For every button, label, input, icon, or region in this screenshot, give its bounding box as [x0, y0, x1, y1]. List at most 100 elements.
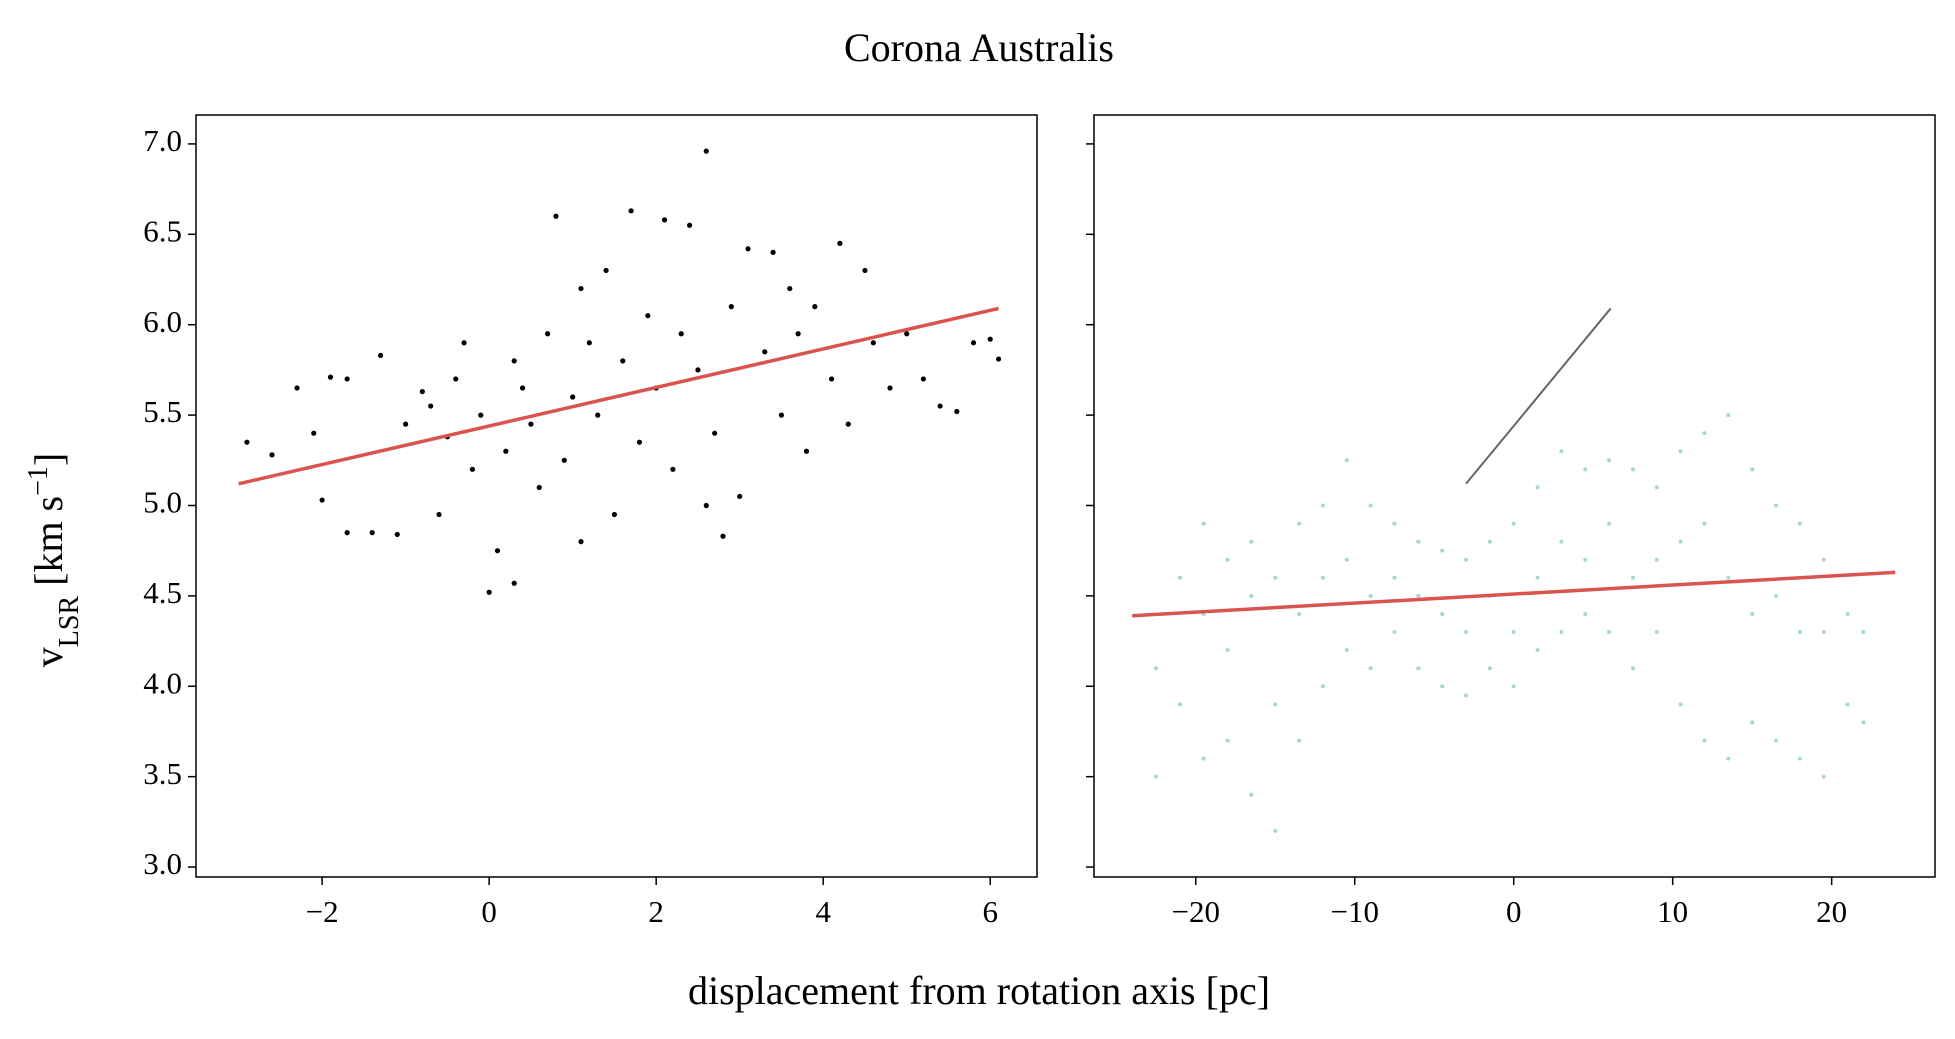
scatter-point	[1797, 756, 1802, 761]
scatter-point	[570, 394, 576, 400]
scatter-point	[511, 358, 517, 364]
scatter-point	[1249, 539, 1254, 544]
x-tick-label: −10	[1330, 894, 1378, 929]
scatter-point	[461, 340, 467, 346]
scatter-point	[1225, 738, 1230, 743]
scatter-point	[1583, 467, 1588, 472]
y-label-part: [km s	[26, 496, 71, 596]
scatter-point	[1607, 630, 1612, 635]
scatter-point	[870, 340, 876, 346]
scatter-point	[1726, 756, 1731, 761]
scatter-point	[828, 376, 835, 382]
scatter-point	[703, 502, 709, 509]
scatter-point	[720, 533, 726, 539]
scatter-point	[1487, 666, 1492, 671]
scatter-point	[954, 408, 960, 415]
y-tick-label: 6.0	[143, 304, 182, 339]
scatter-point	[778, 412, 785, 418]
scatter-point	[628, 208, 634, 214]
scatter-point	[1654, 630, 1659, 635]
scatter-point	[344, 530, 350, 536]
scatter-point	[1845, 702, 1850, 707]
scatter-point	[1750, 720, 1755, 725]
scatter-point	[795, 331, 801, 337]
scatter-point	[294, 385, 300, 391]
scatter-point	[1861, 720, 1866, 725]
x-tick-label: 0	[481, 894, 497, 929]
scatter-point	[670, 466, 676, 472]
scatter-point	[1273, 828, 1278, 833]
y-label-part: ]	[26, 453, 71, 466]
scatter-point	[1511, 630, 1516, 635]
scatter-point	[1464, 557, 1469, 562]
scatter-point	[1344, 458, 1349, 463]
scatter-point	[319, 497, 325, 503]
x-tick-label: 4	[815, 894, 831, 929]
y-tick-label: 6.5	[143, 213, 182, 248]
scatter-point	[1583, 611, 1588, 616]
scatter-point	[937, 403, 943, 409]
scatter-point	[1535, 575, 1540, 580]
scatter-point	[1702, 738, 1707, 743]
scatter-point	[1225, 648, 1230, 653]
y-tick-label: 3.0	[143, 846, 182, 881]
x-tick-label: 10	[1657, 894, 1688, 929]
scatter-point	[703, 148, 709, 154]
scatter-point	[1392, 521, 1397, 526]
scatter-point	[636, 439, 643, 445]
scatter-point	[1440, 611, 1445, 616]
scatter-point	[712, 430, 718, 436]
scatter-point	[1511, 684, 1516, 689]
scatter-point	[1464, 693, 1469, 698]
scatter-point	[620, 358, 626, 364]
scatter-point	[536, 484, 542, 491]
scatter-point	[845, 421, 851, 427]
x-tick-label: 20	[1816, 894, 1847, 929]
scatter-point	[1320, 575, 1325, 580]
scatter-point	[1678, 702, 1683, 707]
scatter-point	[1607, 521, 1612, 526]
scatter-point	[1440, 548, 1445, 553]
scatter-point	[1702, 521, 1707, 526]
scatter-point	[578, 285, 584, 292]
scatter-point	[1654, 485, 1659, 490]
scatter-point	[1464, 630, 1469, 635]
x-axis-label: displacement from rotation axis [pc]	[688, 968, 1270, 1013]
y-label-part: LSR	[54, 596, 85, 648]
scatter-point	[770, 249, 776, 255]
y-axis-label: vLSR [km s−1]	[23, 453, 85, 667]
scatter-point	[469, 466, 476, 472]
scatter-point	[1630, 467, 1635, 472]
scatter-point	[1861, 630, 1866, 635]
figure-title: Corona Australis	[844, 25, 1114, 70]
scatter-point	[544, 331, 551, 337]
gradient-line	[1465, 307, 1612, 485]
scatter-point	[920, 376, 927, 382]
scatter-point	[1511, 521, 1516, 526]
scatter-point	[1392, 630, 1397, 635]
scatter-point	[1678, 539, 1683, 544]
scatter-point	[1774, 593, 1779, 598]
scatter-point	[645, 313, 651, 319]
scatter-point	[1416, 666, 1421, 671]
scatter-point	[1320, 503, 1325, 508]
scatter-point	[1201, 756, 1206, 761]
scatter-point	[1559, 449, 1564, 454]
scatter-point	[1273, 575, 1278, 580]
scatter-point	[728, 304, 734, 310]
scatter-point	[528, 421, 534, 427]
y-tick-label: 4.5	[143, 575, 182, 610]
scatter-point	[377, 352, 384, 359]
scatter-point	[812, 304, 818, 310]
scatter-point	[1774, 503, 1779, 508]
scatter-point	[1702, 431, 1707, 436]
x-tick-label: −20	[1172, 894, 1220, 929]
x-tick-label: −2	[306, 894, 339, 929]
scatter-point	[837, 240, 843, 246]
scatter-point	[1368, 666, 1373, 671]
scatter-point	[1726, 575, 1731, 580]
y-label-part: v	[26, 647, 71, 667]
scatter-point	[1750, 611, 1755, 616]
scatter-point	[1559, 539, 1564, 544]
